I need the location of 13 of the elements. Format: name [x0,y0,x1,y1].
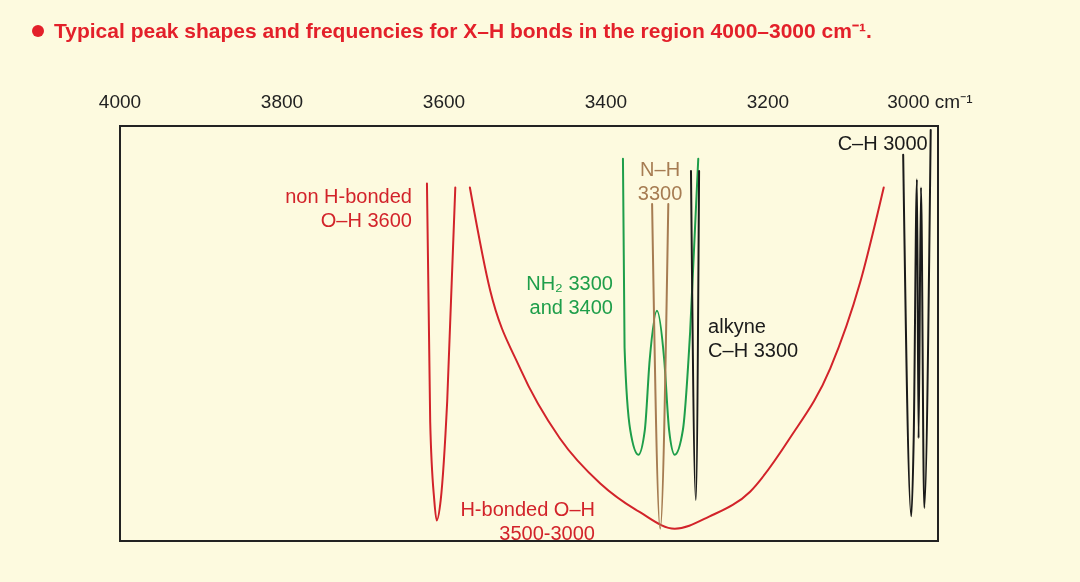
series-label: non H-bonded O–H 3600 [285,185,412,232]
x-tick-label: 3600 [422,91,466,112]
x-tick-label: 3800 [260,91,304,112]
x-tick-label: 4000 [98,91,142,112]
series-label: N–H 3300 [637,157,683,204]
series-label: NH₂ 3300 and 3400 [526,271,613,318]
x-tick-label: 3200 [746,91,790,112]
chart-title: Typical peak shapes and frequencies for X–H bonds in the region 4000–3000 cm⁻¹. [54,19,872,42]
series-label: alkyne C–H 3300 [708,315,799,362]
x-tick-label: 3000 cm⁻¹ [887,91,973,112]
series-label: C–H 3000 [837,132,928,154]
series-label: H-bonded O–H 3500-3000 [460,498,595,545]
x-tick-label: 3400 [584,91,628,112]
